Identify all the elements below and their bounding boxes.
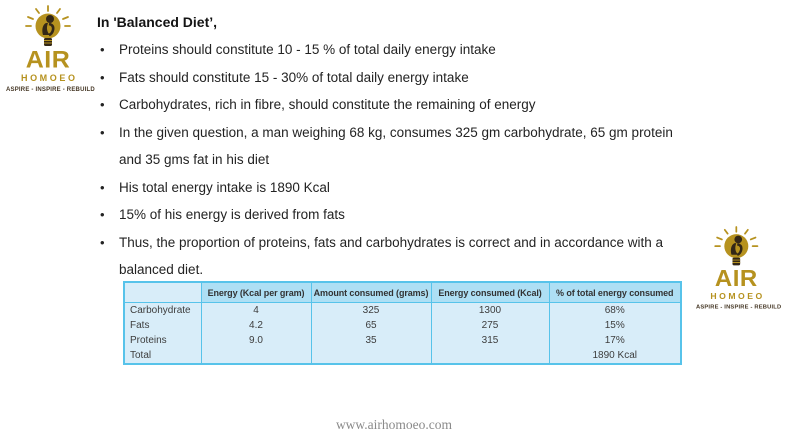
slide-content: In 'Balanced Diet’, Proteins should cons… bbox=[97, 8, 713, 284]
table-row: Carbohydrate 4 325 1300 68% bbox=[124, 302, 681, 318]
lightbulb-idea-icon bbox=[714, 226, 759, 266]
table-cell: 4.2 bbox=[200, 318, 311, 333]
logo-tagline: ASPIRE - INSPIRE - REBUILD bbox=[696, 304, 782, 311]
page-title: In 'Balanced Diet’, bbox=[97, 14, 218, 30]
row-label: Carbohydrate bbox=[124, 302, 201, 318]
bullet-list: Proteins should constitute 10 - 15 % of … bbox=[97, 36, 713, 284]
table-cell: 68% bbox=[548, 302, 681, 318]
table-row: Total 1890 Kcal bbox=[124, 348, 681, 364]
bullet-item: 15% of his energy is derived from fats bbox=[97, 201, 713, 229]
row-label: Proteins bbox=[124, 333, 201, 348]
table-cell: 4 bbox=[200, 302, 311, 318]
footer-url: www.airhomoeo.com bbox=[335, 417, 453, 432]
table-row: Proteins 9.0 35 315 17% bbox=[124, 333, 681, 348]
bullet-item: Thus, the proportion of proteins, fats a… bbox=[97, 229, 713, 284]
table-cell: 17% bbox=[548, 333, 681, 348]
logo-name: AIR bbox=[714, 266, 758, 292]
table-cell bbox=[310, 348, 431, 364]
table-cell: 35 bbox=[310, 333, 431, 348]
table-cell bbox=[200, 348, 311, 364]
table-header-cell: Amount consumed (grams) bbox=[310, 282, 431, 303]
brand-logo-left: AIR HOMOEO ASPIRE - INSPIRE - REBUILD bbox=[6, 5, 95, 93]
brand-logo-right: AIR HOMOEO ASPIRE - INSPIRE - REBUILD bbox=[696, 226, 782, 311]
nutrition-table-container: Energy (Kcal per gram) Amount consumed (… bbox=[123, 281, 682, 365]
table-cell: 9.0 bbox=[200, 333, 311, 348]
table-cell: 315 bbox=[430, 333, 549, 348]
logo-subname: HOMOEO bbox=[20, 73, 78, 83]
bullet-item: His total energy intake is 1890 Kcal bbox=[97, 174, 713, 202]
row-label: Fats bbox=[124, 318, 201, 333]
lightbulb-idea-icon bbox=[25, 5, 71, 46]
table-header-cell bbox=[124, 282, 201, 303]
nutrition-table: Energy (Kcal per gram) Amount consumed (… bbox=[123, 281, 682, 365]
bullet-item: Carbohydrates, rich in fibre, should con… bbox=[97, 91, 713, 119]
table-header-row: Energy (Kcal per gram) Amount consumed (… bbox=[124, 282, 681, 303]
table-cell: 325 bbox=[310, 302, 431, 318]
table-cell: 15% bbox=[548, 318, 681, 333]
logo-tagline: ASPIRE - INSPIRE - REBUILD bbox=[6, 87, 95, 93]
table-row: Fats 4.2 65 275 15% bbox=[124, 318, 681, 333]
bullet-item: Proteins should constitute 10 - 15 % of … bbox=[97, 36, 713, 64]
table-header-cell: % of total energy consumed bbox=[548, 282, 681, 303]
table-cell: 1890 Kcal bbox=[548, 348, 681, 364]
table-header-cell: Energy (Kcal per gram) bbox=[200, 282, 311, 303]
logo-subname: HOMOEO bbox=[710, 291, 765, 301]
table-cell bbox=[430, 348, 549, 364]
logo-name: AIR bbox=[25, 46, 71, 74]
table-cell: 65 bbox=[310, 318, 431, 333]
table-cell: 275 bbox=[430, 318, 549, 333]
bullet-item: Fats should constitute 15 - 30% of total… bbox=[97, 64, 713, 92]
table-header-cell: Energy consumed (Kcal) bbox=[430, 282, 549, 303]
bullet-item: In the given question, a man weighing 68… bbox=[97, 119, 713, 174]
table-cell: 1300 bbox=[430, 302, 549, 318]
row-label: Total bbox=[124, 348, 201, 364]
